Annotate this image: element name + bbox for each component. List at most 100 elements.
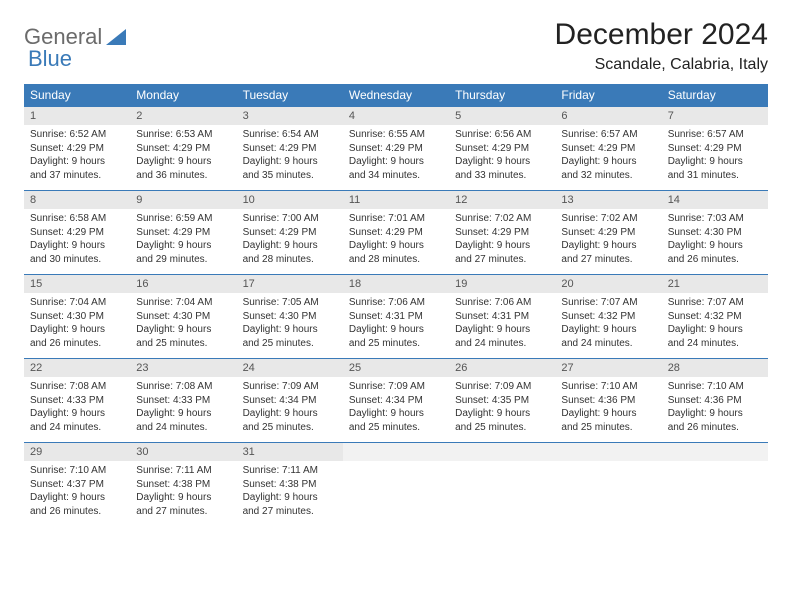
day-number-empty	[662, 443, 768, 461]
sunrise-line: Sunrise: 7:07 AM	[668, 297, 744, 308]
day-of-week-header: Thursday	[449, 84, 555, 107]
day-number-empty	[343, 443, 449, 461]
day-body: Sunrise: 6:56 AM Sunset: 4:29 PM Daylight:…	[449, 125, 555, 190]
calendar-day-cell: 2Sunrise: 6:53 AMSunset: 4:29 PMDaylight…	[130, 107, 236, 191]
sunset-line: Sunset: 4:30 PM	[30, 311, 104, 322]
calendar-table: SundayMondayTuesdayWednesdayThursdayFrid…	[24, 84, 768, 526]
sunrise-line: Sunrise: 7:04 AM	[30, 297, 106, 308]
calendar-day-cell	[449, 443, 555, 527]
calendar-day-cell: 24Sunrise: 7:09 AMSunset: 4:34 PMDayligh…	[237, 359, 343, 443]
day-number-empty	[449, 443, 555, 461]
sunrise-line: Sunrise: 7:08 AM	[30, 381, 106, 392]
calendar-day-cell: 5 Sunrise: 6:56 AM Sunset: 4:29 PM Daylight…	[449, 107, 555, 191]
calendar-day-cell: 16Sunrise: 7:04 AMSunset: 4:30 PMDayligh…	[130, 275, 236, 359]
sunset-line: Sunset: 4:29 PM	[455, 143, 529, 154]
calendar-day-cell	[343, 443, 449, 527]
calendar-day-cell: 19Sunrise: 7:06 AMSunset: 4:31 PMDayligh…	[449, 275, 555, 359]
sunset-line: Sunset: 4:31 PM	[455, 311, 529, 322]
calendar-day-cell: 27Sunrise: 7:10 AMSunset: 4:36 PMDayligh…	[555, 359, 661, 443]
sunset-line: Sunset: 4:35 PM	[455, 395, 529, 406]
sunset-line: Sunset: 4:29 PM	[668, 143, 742, 154]
day-number: 1	[24, 107, 130, 125]
day-body: Sunrise: 7:08 AM Sunset: 4:33 PM Daylight:…	[24, 377, 130, 442]
sunset-line: Sunset: 4:33 PM	[30, 395, 104, 406]
sunset-line: Sunset: 4:29 PM	[243, 143, 317, 154]
calendar-day-cell: 12Sunrise: 7:02 AMSunset: 4:29 PMDayligh…	[449, 191, 555, 275]
day-number: 12	[449, 191, 555, 209]
sunrise-line: Sunrise: 6:56 AM	[455, 129, 531, 140]
calendar-day-cell: 28Sunrise: 7:10 AMSunset: 4:36 PMDayligh…	[662, 359, 768, 443]
sunrise-line: Sunrise: 6:58 AM	[30, 213, 106, 224]
sunset-line: Sunset: 4:36 PM	[668, 395, 742, 406]
sunrise-line: Sunrise: 7:09 AM	[349, 381, 425, 392]
day-body-empty	[662, 461, 768, 511]
sunset-line: Sunset: 4:29 PM	[349, 143, 423, 154]
sunrise-line: Sunrise: 7:09 AM	[243, 381, 319, 392]
sunrise-line: Sunrise: 6:57 AM	[668, 129, 744, 140]
day-number: 22	[24, 359, 130, 377]
calendar-day-cell: 15Sunrise: 7:04 AMSunset: 4:30 PMDayligh…	[24, 275, 130, 359]
calendar-day-cell: 11Sunrise: 7:01 AMSunset: 4:29 PMDayligh…	[343, 191, 449, 275]
day-of-week-header: Sunday	[24, 84, 130, 107]
sunset-line: Sunset: 4:29 PM	[243, 227, 317, 238]
sunset-line: Sunset: 4:36 PM	[561, 395, 635, 406]
day-number: 9	[130, 191, 236, 209]
day-number: 25	[343, 359, 449, 377]
day-number: 2	[130, 107, 236, 125]
day-number: 6	[555, 107, 661, 125]
calendar-day-cell: 20Sunrise: 7:07 AMSunset: 4:32 PMDayligh…	[555, 275, 661, 359]
daylight-line: Daylight: 9 hours and 31 minutes.	[668, 156, 743, 181]
sunrise-line: Sunrise: 7:02 AM	[561, 213, 637, 224]
daylight-line: Daylight: 9 hours and 29 minutes.	[136, 240, 211, 265]
daylight-line: Daylight: 9 hours and 34 minutes.	[349, 156, 424, 181]
daylight-line: Daylight: 9 hours and 28 minutes.	[243, 240, 318, 265]
day-body: Sunrise: 7:06 AMSunset: 4:31 PMDaylight:…	[449, 293, 555, 358]
sunset-line: Sunset: 4:29 PM	[30, 227, 104, 238]
calendar-week-row: 1Sunrise: 6:52 AMSunset: 4:29 PMDaylight…	[24, 107, 768, 191]
day-number: 29	[24, 443, 130, 461]
day-number: 18	[343, 275, 449, 293]
daylight-line: Daylight: 9 hours and 33 minutes.	[455, 156, 530, 181]
day-body: Sunrise: 7:05 AMSunset: 4:30 PMDaylight:…	[237, 293, 343, 358]
day-body: Sunrise: 7:10 AMSunset: 4:36 PMDaylight:…	[662, 377, 768, 442]
day-number: 13	[555, 191, 661, 209]
calendar-day-cell: 26Sunrise: 7:09 AMSunset: 4:35 PMDayligh…	[449, 359, 555, 443]
daylight-line: Daylight: 9 hours and 27 minutes.	[455, 240, 530, 265]
day-body: Sunrise: 7:07 AM Sunset: 4:32 PM Daylight:…	[662, 293, 768, 358]
day-number: 14	[662, 191, 768, 209]
day-number: 5	[449, 107, 555, 125]
sunset-line: Sunset: 4:32 PM	[668, 311, 742, 322]
day-number: 20	[555, 275, 661, 293]
day-number: 11	[343, 191, 449, 209]
sunset-line: Sunset: 4:34 PM	[349, 395, 423, 406]
day-body-empty	[555, 461, 661, 511]
sunset-line: Sunset: 4:29 PM	[455, 227, 529, 238]
daylight-line: Daylight: 9 hours and 24 minutes.	[30, 408, 105, 433]
daylight-line: Daylight: 9 hours and 24 minutes.	[668, 324, 743, 349]
calendar-day-cell: 31Sunrise: 7:11 AMSunset: 4:38 PMDayligh…	[237, 443, 343, 527]
daylight-line: Daylight: 9 hours and 25 minutes.	[561, 408, 636, 433]
sunset-line: Sunset: 4:29 PM	[30, 143, 104, 154]
day-number: 31	[237, 443, 343, 461]
calendar-day-cell: 22 Sunrise: 7:08 AM Sunset: 4:33 PM Dayligh…	[24, 359, 130, 443]
sunrise-line: Sunrise: 7:10 AM	[668, 381, 744, 392]
day-number: 16	[130, 275, 236, 293]
sunset-line: Sunset: 4:30 PM	[136, 311, 210, 322]
day-body: Sunrise: 7:10 AMSunset: 4:37 PMDaylight:…	[24, 461, 130, 526]
calendar-day-cell	[662, 443, 768, 527]
sunset-line: Sunset: 4:30 PM	[243, 311, 317, 322]
day-body: Sunrise: 7:01 AMSunset: 4:29 PMDaylight:…	[343, 209, 449, 274]
day-body: Sunrise: 7:10 AMSunset: 4:36 PMDaylight:…	[555, 377, 661, 442]
sunset-line: Sunset: 4:30 PM	[668, 227, 742, 238]
day-body: Sunrise: 7:11 AMSunset: 4:38 PMDaylight:…	[130, 461, 236, 526]
daylight-line: Daylight: 9 hours and 25 minutes.	[136, 324, 211, 349]
sunrise-line: Sunrise: 7:00 AM	[243, 213, 319, 224]
calendar-day-cell: 21Sunrise: 7:07 AMSunset: 4:32 PMDayligh…	[662, 275, 768, 359]
sunrise-line: Sunrise: 6:59 AM	[136, 213, 212, 224]
daylight-line: Daylight: 9 hours and 25 minutes.	[243, 408, 318, 433]
calendar-body: 1Sunrise: 6:52 AMSunset: 4:29 PMDaylight…	[24, 107, 768, 527]
daylight-line: Daylight: 9 hours and 35 minutes.	[243, 156, 318, 181]
calendar-day-cell: 3Sunrise: 6:54 AMSunset: 4:29 PMDaylight…	[237, 107, 343, 191]
calendar-day-cell: 18Sunrise: 7:06 AMSunset: 4:31 PMDayligh…	[343, 275, 449, 359]
day-of-week-row: SundayMondayTuesdayWednesdayThursdayFrid…	[24, 84, 768, 107]
